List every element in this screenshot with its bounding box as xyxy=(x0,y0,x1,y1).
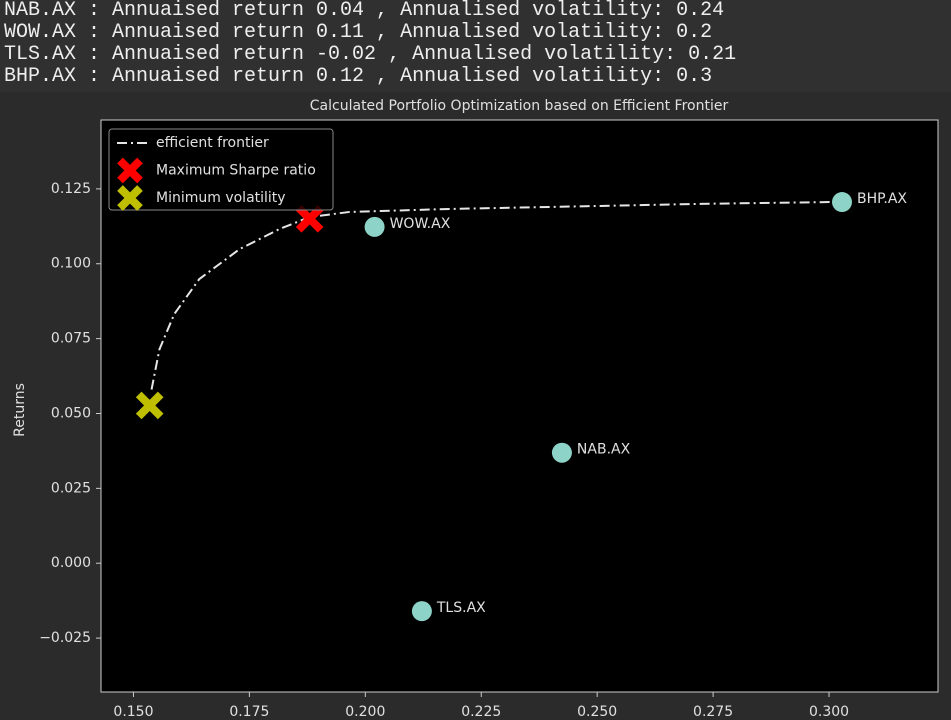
x-tick-label: 0.175 xyxy=(229,704,269,720)
x-tick-label: 0.150 xyxy=(113,704,153,720)
x-tick-label: 0.300 xyxy=(809,704,849,720)
legend-label: Maximum Sharpe ratio xyxy=(156,163,316,179)
output-line: WOW.AX : Annuaised return 0.11 , Annuali… xyxy=(4,21,713,44)
stock-point xyxy=(364,216,385,237)
y-tick-label: 0.100 xyxy=(51,256,91,272)
stock-point xyxy=(551,442,572,463)
point-label: TLS.AX xyxy=(436,600,486,616)
y-tick-label: 0.125 xyxy=(51,181,91,197)
plot-area xyxy=(100,119,939,693)
x-tick-label: 0.200 xyxy=(345,704,385,720)
legend-label: efficient frontier xyxy=(156,135,269,151)
stock-point xyxy=(832,192,853,213)
output-line: NAB.AX : Annuaised return 0.04 , Annuali… xyxy=(4,0,725,22)
legend-box xyxy=(108,128,334,211)
y-tick-label: 0.050 xyxy=(51,405,91,421)
legend-swatch xyxy=(117,185,143,211)
stock-point xyxy=(411,601,432,622)
y-axis-label: Returns xyxy=(12,383,28,437)
y-tick-label: 0.000 xyxy=(51,555,91,571)
point-label: BHP.AX xyxy=(857,191,907,207)
chart-title: Calculated Portfolio Optimization based … xyxy=(310,98,729,114)
x-tick-label: 0.225 xyxy=(461,704,501,720)
output-line: BHP.AX : Annuaised return 0.12 , Annuali… xyxy=(4,65,713,88)
output-text: NAB.AX : Annuaised return 0.04 , Annuali… xyxy=(4,0,736,88)
x-marker xyxy=(295,204,324,233)
x-marker xyxy=(135,391,164,420)
legend-swatch xyxy=(117,157,143,184)
y-tick-label: 0.025 xyxy=(51,480,91,496)
x-tick-label: 0.275 xyxy=(693,704,733,720)
output-line: TLS.AX : Annuaised return -0.02 , Annual… xyxy=(4,43,737,66)
y-tick-label: −0.025 xyxy=(39,630,91,646)
point-label: WOW.AX xyxy=(390,216,451,232)
x-tick-label: 0.250 xyxy=(577,704,617,720)
point-label: NAB.AX xyxy=(577,442,631,458)
legend-label: Minimum volatility xyxy=(156,190,286,206)
y-tick-label: 0.075 xyxy=(51,331,91,347)
